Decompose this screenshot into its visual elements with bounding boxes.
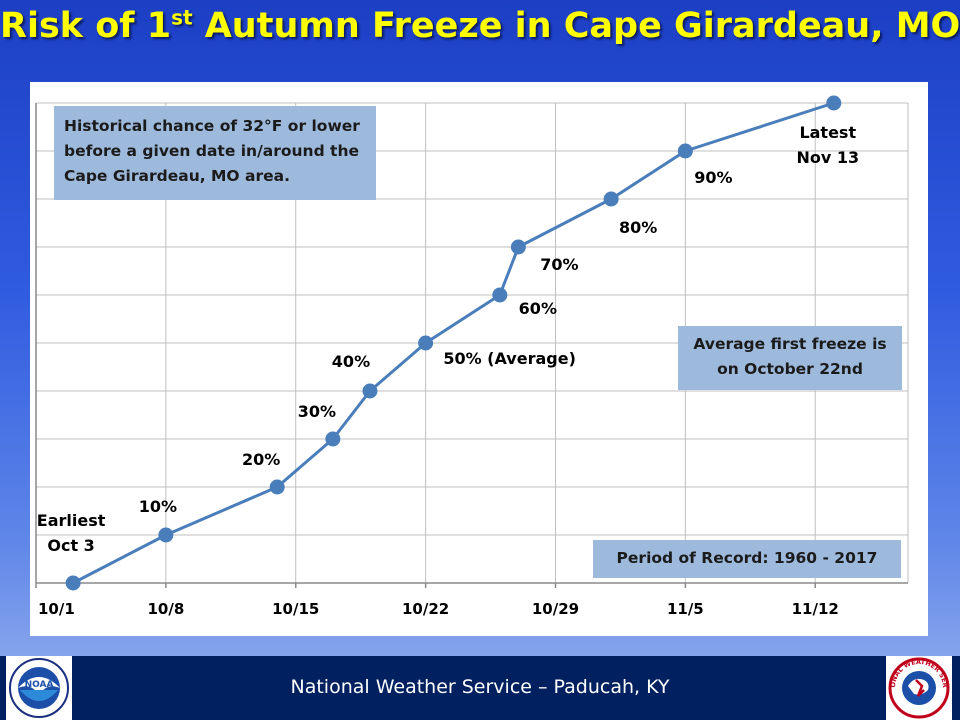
data-point-label: 30% (298, 402, 336, 421)
data-point-label-line: 60% (519, 299, 557, 318)
data-point-marker (826, 95, 842, 111)
x-tick-label: 10/15 (272, 600, 319, 618)
data-point-label: 40% (332, 352, 370, 371)
data-point-label: 50% (Average) (443, 349, 576, 368)
data-point-marker (510, 239, 526, 255)
title-post: Autumn Freeze in Cape Girardeau, MO (192, 6, 960, 46)
data-point-marker (158, 527, 174, 543)
data-point-marker (418, 335, 434, 351)
data-point-label-line: 10% (139, 497, 177, 516)
data-point-marker (65, 575, 81, 591)
noaa-logo-text: NOAA (25, 680, 54, 690)
footer-bar: National Weather Service – Paducah, KY (0, 656, 960, 720)
slide-title: Risk of 1st Autumn Freeze in Cape Girard… (0, 6, 960, 46)
data-point-marker (325, 431, 341, 447)
data-point-label-line: 50% (Average) (443, 349, 576, 368)
data-point-marker (269, 479, 285, 495)
data-point-marker (603, 191, 619, 207)
data-point-label-line: 20% (242, 450, 280, 469)
footer-text: National Weather Service – Paducah, KY (290, 676, 670, 698)
data-point-label: 10% (139, 497, 177, 516)
data-point-label: Earliest Oct 3 (37, 511, 106, 555)
x-tick-label: 10/29 (532, 600, 579, 618)
data-point-marker (492, 287, 508, 303)
data-point-label-line: 90% (694, 168, 732, 187)
historical-line-1: Historical chance of 32°F or lower (64, 117, 360, 135)
data-point-label-line: 30% (298, 402, 336, 421)
data-point-label: 80% (619, 218, 657, 237)
x-tick-label: 10/22 (402, 600, 449, 618)
data-point-label: 60% (519, 299, 557, 318)
chart-panel: 10/1 10/8 10/15 10/22 10/29 11/5 11/12 Earliest… (30, 82, 928, 636)
x-tick-label: 11/12 (792, 600, 839, 618)
title-pre: Risk of 1 (0, 6, 172, 46)
nws-logo-icon: NATIONAL WEATHER SERVICE (886, 656, 952, 720)
title-sup: st (171, 5, 193, 30)
historical-line-3: Cape Girardeau, MO area. (64, 167, 290, 185)
historical-line-2: before a given date in/around the (64, 142, 360, 160)
data-point-label-line: Nov 13 (796, 148, 859, 167)
average-freeze-callout: Average first freeze is on October 22nd (678, 326, 902, 390)
average-line-1: Average first freeze is (693, 335, 887, 353)
data-point-label: 20% (242, 450, 280, 469)
period-of-record-callout: Period of Record: 1960 - 2017 (593, 540, 901, 578)
noaa-logo-icon: NOAA (6, 656, 72, 720)
historical-chance-callout: Historical chance of 32°F or lower befor… (54, 106, 376, 200)
data-point-label-line: 80% (619, 218, 657, 237)
data-point-label: 70% (540, 255, 578, 274)
data-point-marker (677, 143, 693, 159)
x-tick-label: 10/1 (38, 600, 75, 618)
data-point-label-line: Latest (799, 123, 856, 142)
data-point-label-line: 70% (540, 255, 578, 274)
average-line-2: on October 22nd (717, 360, 863, 378)
data-point-label-line: Oct 3 (47, 536, 94, 555)
data-point-label: 90% (694, 168, 732, 187)
data-point-marker (362, 383, 378, 399)
data-point-label: Latest Nov 13 (796, 123, 859, 167)
data-point-label-line: 40% (332, 352, 370, 371)
x-tick-label: 11/5 (667, 600, 704, 618)
x-tick-label: 10/8 (147, 600, 184, 618)
data-point-label-line: Earliest (37, 511, 106, 530)
